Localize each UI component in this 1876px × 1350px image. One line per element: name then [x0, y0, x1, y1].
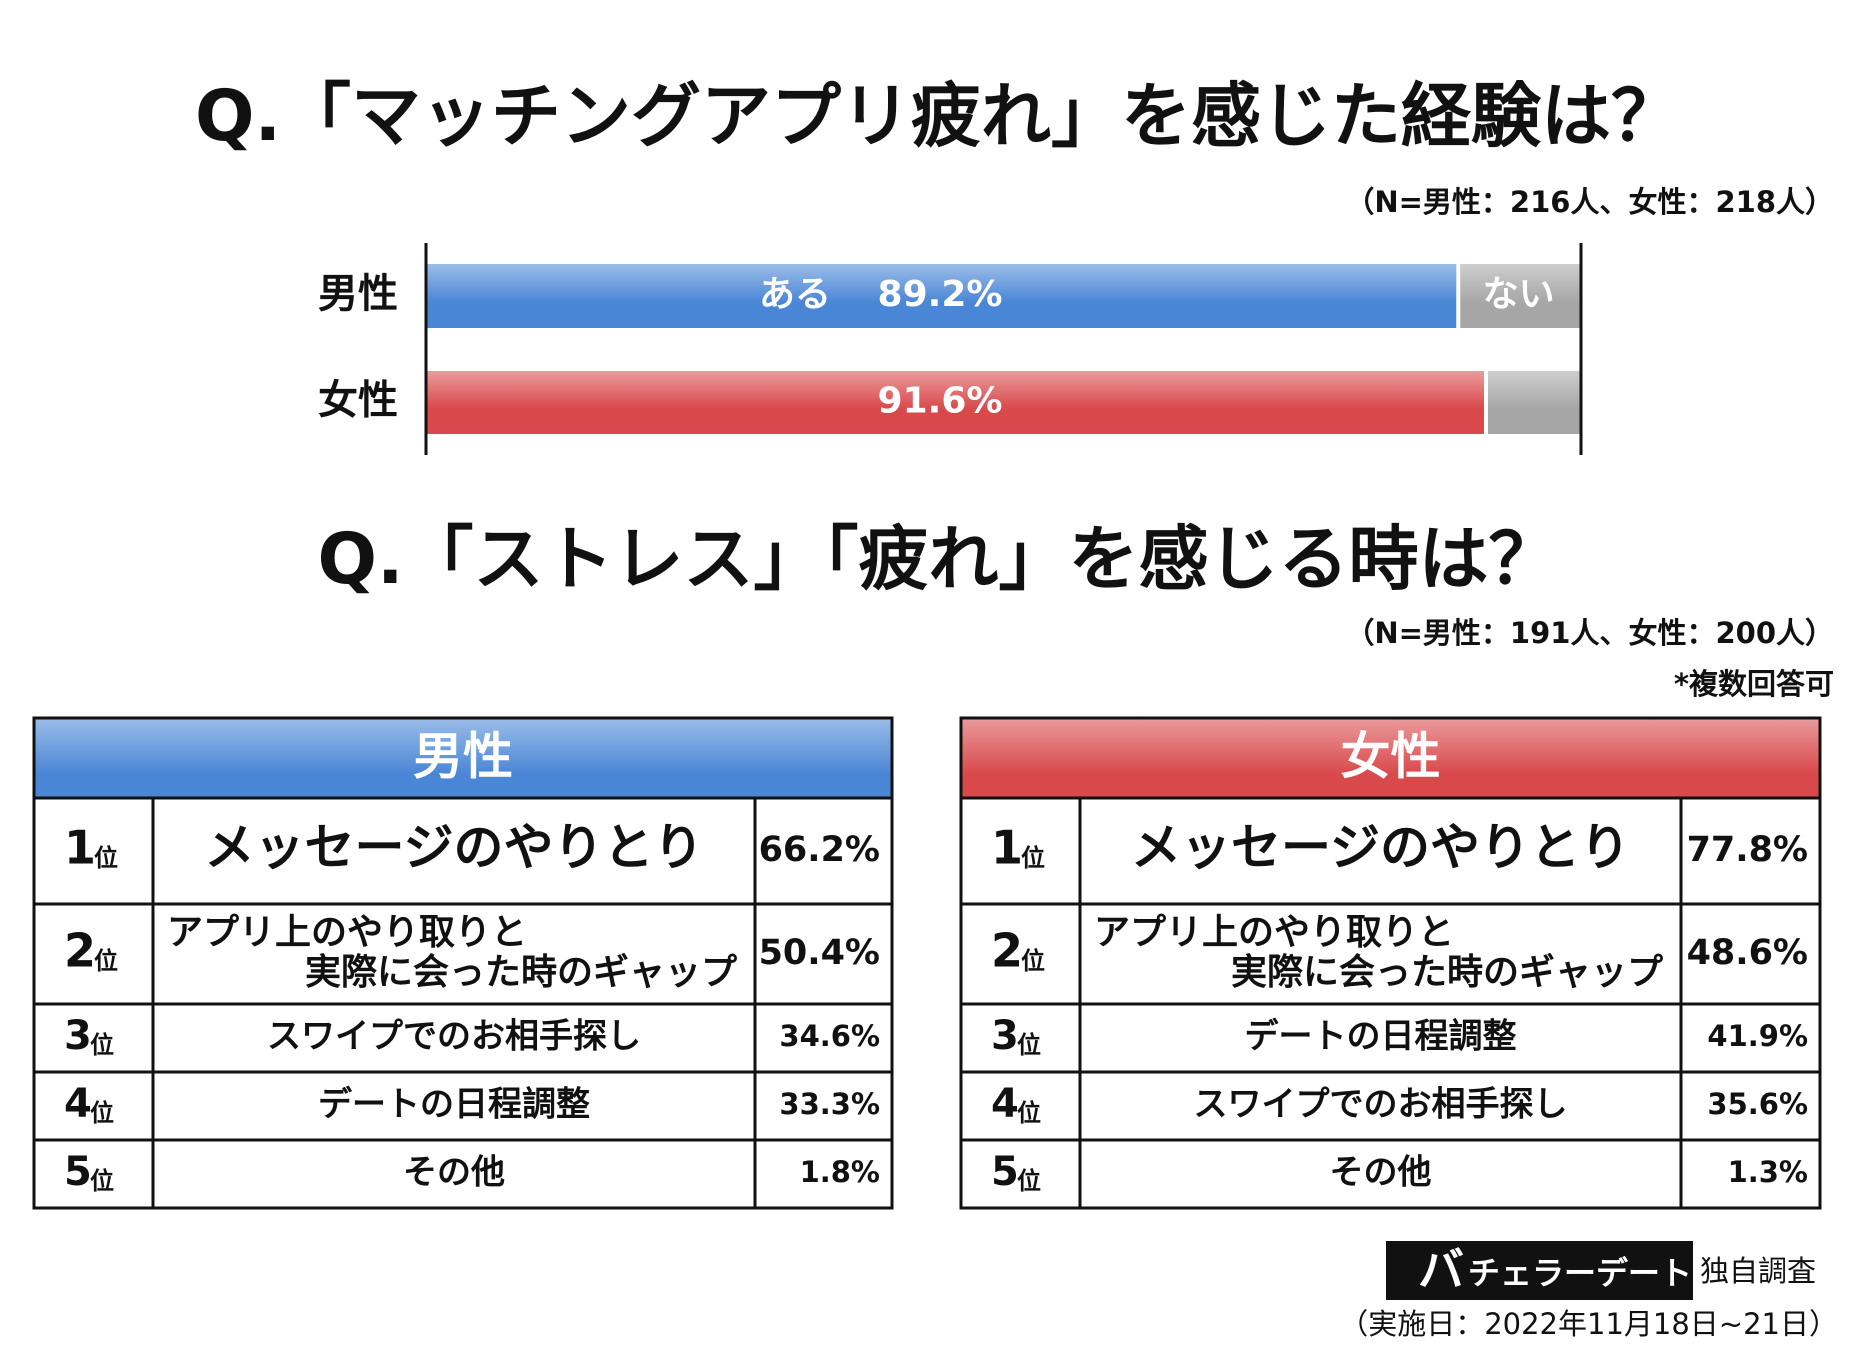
bar-shine	[1487, 371, 1581, 409]
rank-suffix: 位	[90, 1031, 114, 1059]
category-label: 女性	[318, 378, 398, 424]
item-text: スワイプでのお相手探し	[267, 1017, 641, 1057]
table-border	[32, 716, 894, 1210]
rank-number: 5	[991, 1149, 1019, 1195]
item-text: その他	[1330, 1153, 1432, 1193]
table-border	[959, 716, 1822, 1210]
table-header: 男性	[413, 728, 513, 786]
item-text: デートの日程調整	[318, 1085, 590, 1125]
item-text: 実際に会った時のギャップ	[305, 952, 737, 993]
item-text: 実際に会った時のギャップ	[1231, 952, 1663, 993]
bar-shine	[426, 264, 1457, 303]
chart-title: Q.「マッチングアプリ疲れ」を感じた経験は？	[195, 75, 1681, 157]
table-header-shine	[34, 718, 892, 774]
rank-suffix: 位	[1017, 1167, 1041, 1195]
series-label: ある	[759, 274, 831, 315]
rank-number: 4	[64, 1081, 92, 1127]
rank-suffix: 位	[94, 947, 118, 975]
percent: 48.6%	[1687, 933, 1808, 973]
category-label: 男性	[318, 271, 398, 317]
percent: 77.8%	[1687, 830, 1808, 870]
percent: 50.4%	[759, 933, 880, 973]
series-label: ない	[1483, 274, 1555, 315]
chart-subtitle: （N=男性：216人、女性：218人）	[1345, 185, 1834, 219]
rank-number: 3	[991, 1013, 1019, 1059]
rank-suffix: 位	[1021, 947, 1045, 975]
rank-number: 1	[64, 821, 96, 875]
percent: 1.8%	[800, 1155, 880, 1189]
item-text: メッセージのやりとり	[1131, 819, 1630, 877]
ranking-note: （N=男性：191人、女性：200人）	[1345, 616, 1834, 650]
value-label: 91.6%	[878, 381, 1003, 422]
rank-suffix: 位	[94, 844, 118, 872]
bar-shine	[1460, 264, 1581, 303]
logo-text: バ	[1418, 1243, 1464, 1297]
percent: 35.6%	[1707, 1087, 1808, 1121]
rank-suffix: 位	[90, 1167, 114, 1195]
rank-suffix: 位	[1017, 1099, 1041, 1127]
rank-suffix: 位	[90, 1099, 114, 1127]
percent: 34.6%	[779, 1019, 880, 1053]
bar-shine	[426, 371, 1484, 409]
percent: 1.3%	[1728, 1155, 1808, 1189]
item-text: メッセージのやりとり	[205, 819, 704, 877]
rank-number: 2	[64, 924, 96, 978]
value-label: 89.2%	[878, 274, 1003, 315]
rank-number: 3	[64, 1013, 92, 1059]
logo-box	[1386, 1241, 1693, 1300]
table-header: 女性	[1341, 728, 1441, 786]
rank-number: 5	[64, 1149, 92, 1195]
rank-suffix: 位	[1017, 1031, 1041, 1059]
item-text: デートの日程調整	[1245, 1017, 1517, 1057]
logo-text: チェラーデート	[1468, 1254, 1692, 1292]
table-header-shine	[961, 718, 1820, 774]
item-text: アプリ上のやり取りと	[167, 912, 527, 953]
ranking-note: *複数回答可	[1674, 667, 1834, 701]
footer-date: （実施日：2022年11月18日~21日）	[1339, 1307, 1838, 1341]
item-text: スワイプでのお相手探し	[1194, 1085, 1568, 1125]
rank-number: 1	[991, 821, 1023, 875]
ranking-title: Q.「ストレス」「疲れ」を感じる時は？	[317, 518, 1558, 600]
percent: 41.9%	[1707, 1019, 1808, 1053]
rank-suffix: 位	[1021, 844, 1045, 872]
percent: 33.3%	[779, 1087, 880, 1121]
item-text: アプリ上のやり取りと	[1094, 912, 1454, 953]
rank-number: 4	[991, 1081, 1019, 1127]
footer-label: 独自調査	[1700, 1254, 1816, 1288]
rank-number: 2	[991, 924, 1023, 978]
item-text: その他	[403, 1153, 505, 1193]
percent: 66.2%	[759, 830, 880, 870]
